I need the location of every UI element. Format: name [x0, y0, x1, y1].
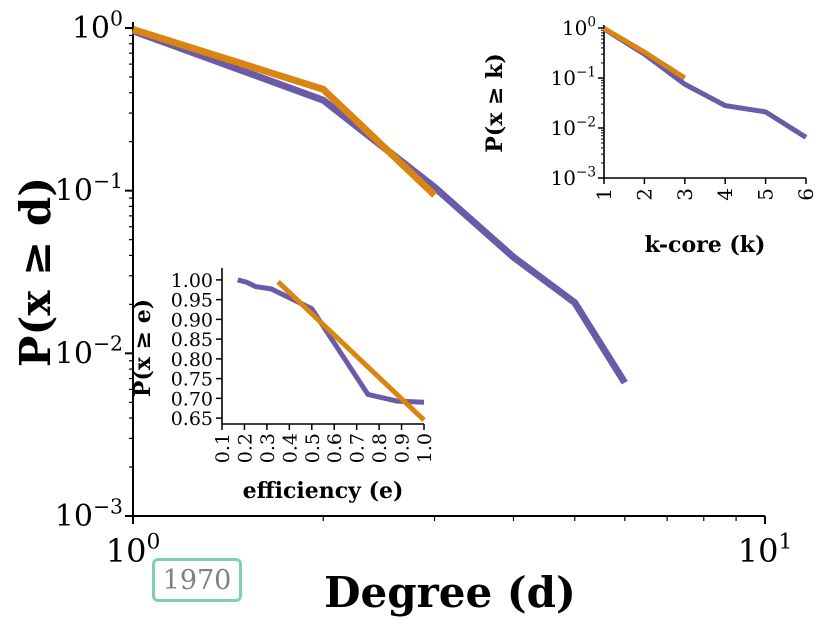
efficiency-y-tick-label: 0.65 [171, 408, 213, 430]
main-y-tick-label: 100 [72, 6, 123, 46]
main-series-fit [131, 26, 437, 198]
main-y-tick-label: 10−3 [55, 494, 123, 534]
kcore-x-tick-label: 6 [794, 188, 818, 201]
efficiency-series-fit [276, 280, 426, 422]
efficiency-y-tick-label: 1.00 [171, 270, 213, 292]
main-x-tick-label: 100 [106, 530, 161, 570]
efficiency-x-tick-label: 0.4 [279, 433, 301, 463]
kcore-y-tick-label: 10−2 [551, 115, 597, 140]
kcore-y-tick-label: 10−3 [551, 165, 597, 190]
efficiency-y-label: P(x ≥ e) [130, 299, 156, 397]
kcore-x-tick-label: 5 [754, 188, 778, 201]
year-badge: 1970 [152, 558, 242, 602]
efficiency-y-tick-label: 0.90 [171, 309, 213, 331]
efficiency-y-tick-label: 0.85 [171, 329, 213, 351]
inset-efficiency-chart: 0.650.700.750.800.850.900.951.000.1 0.2 0.… [130, 268, 436, 504]
kcore-x-tick-label: 2 [632, 188, 656, 201]
main-x-label: Degree (d) [324, 568, 576, 617]
efficiency-y-tick-label: 0.80 [171, 349, 213, 371]
kcore-y-label: P(x ≥ k) [482, 53, 508, 152]
efficiency-x-label: efficiency (e) [243, 478, 404, 504]
kcore-y-tick-label: 10−1 [551, 65, 597, 90]
kcore-y-tick-label: 100 [562, 15, 596, 40]
kcore-x-tick-label: 1 [592, 188, 616, 201]
efficiency-x-tick-label: 0.7 [347, 433, 369, 463]
efficiency-y-tick-label: 0.75 [171, 369, 213, 391]
efficiency-x-tick-label: 0.8 [369, 433, 391, 463]
main-y-tick-label: 10−2 [55, 332, 123, 372]
efficiency-x-tick-label: 0.3 [257, 433, 279, 463]
efficiency-x-tick-label: 0.5 [302, 433, 324, 463]
kcore-x-tick-label: 4 [713, 188, 737, 201]
efficiency-x-tick-label: 0.9 [392, 433, 414, 463]
main-series-data [131, 27, 628, 385]
efficiency-y-tick-label: 0.70 [171, 388, 213, 410]
inset-kcore-chart: 100 10−1 10−2 10−31 2 3 4 5 6 k-core (k) P(x ≥ k) [482, 15, 818, 258]
efficiency-x-tick-label: 0.1 [212, 433, 234, 463]
main-x-tick-label: 101 [738, 530, 793, 570]
kcore-series-fit [602, 26, 687, 81]
efficiency-x-tick-label: 0.6 [324, 433, 346, 463]
kcore-x-label: k-core (k) [645, 232, 766, 258]
efficiency-x-tick-label: 0.2 [234, 433, 256, 463]
efficiency-y-tick-label: 0.95 [171, 290, 213, 312]
efficiency-series-data [237, 277, 425, 405]
main-y-label: P(x ≥ d) [11, 177, 60, 367]
main-y-tick-label: 10−1 [55, 169, 123, 209]
kcore-x-tick-label: 3 [673, 188, 697, 201]
efficiency-x-tick-label: 1.0 [414, 433, 436, 463]
